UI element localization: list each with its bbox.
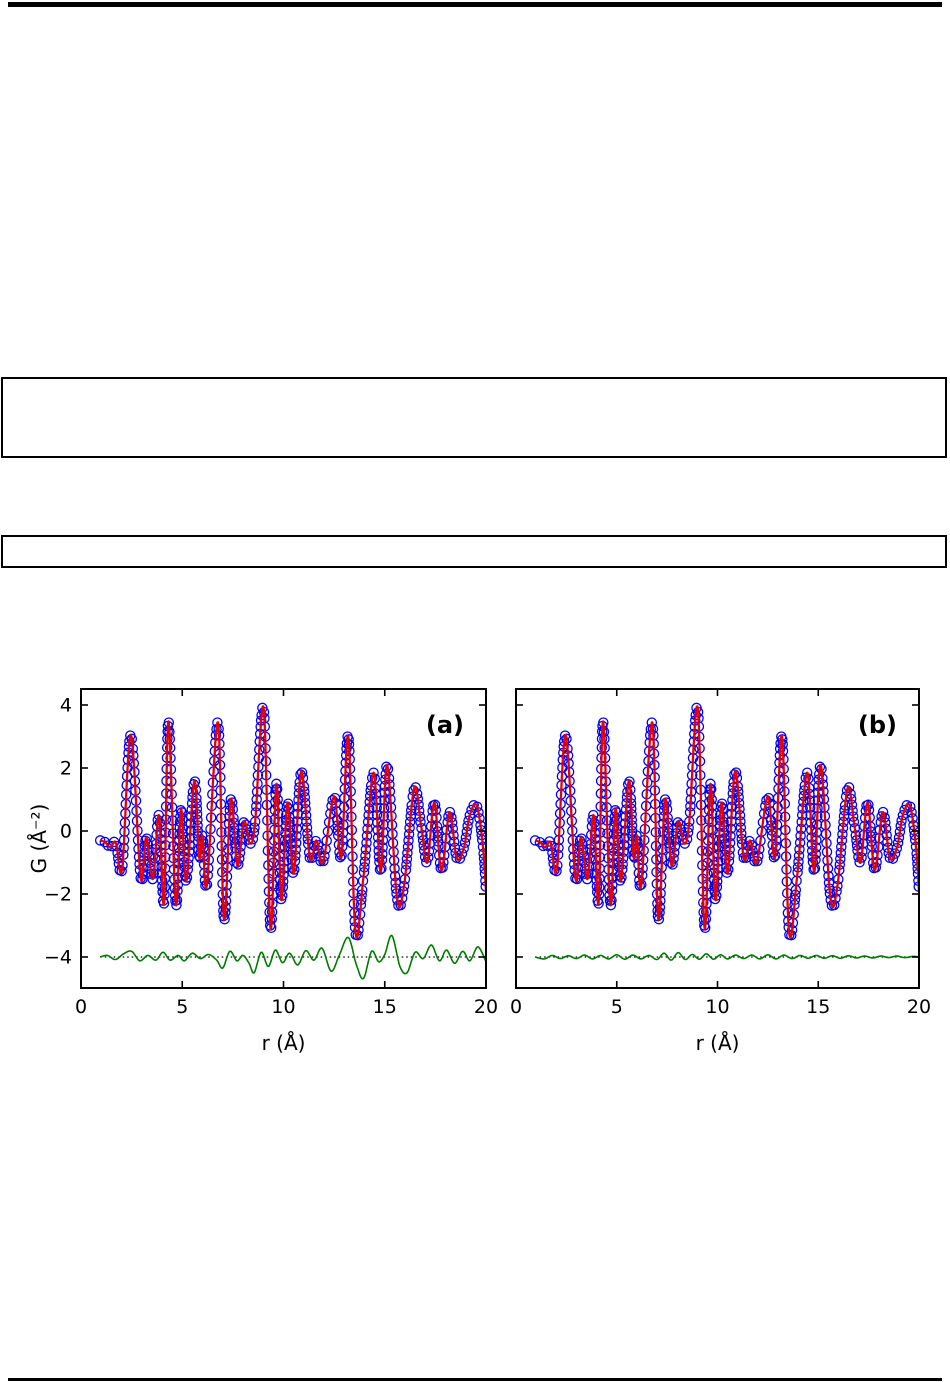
y-tick-label: 2	[60, 758, 72, 780]
y-axis-label: G (Å⁻²)	[27, 804, 51, 874]
x-tick-label: 0	[510, 996, 522, 1018]
x-tick-label: 20	[474, 996, 498, 1018]
placeholder-box-1	[1, 377, 947, 458]
x-tick-label: 5	[176, 996, 188, 1018]
y-tick-label: 0	[60, 821, 72, 843]
y-tick-label: −4	[44, 947, 72, 969]
top-rule	[8, 2, 942, 7]
x-axis-label: r (Å)	[696, 1031, 740, 1055]
x-axis-label: r (Å)	[262, 1031, 306, 1055]
bottom-rule	[8, 1378, 942, 1381]
difference-curve	[99, 934, 485, 980]
figure-canvas: 0 5 10 15 20 −4 −2 0 2 4 (a) r (Å) G (Å⁻²) 0 5 10 15 20 (b…	[27, 688, 931, 1055]
x-tick-label: 20	[907, 996, 931, 1018]
pdf-fit-figure: 0 5 10 15 20 −4 −2 0 2 4 (a) r (Å) G (Å⁻²) 0 5 10 15 20 (b…	[0, 660, 950, 1080]
panel-label: (b)	[858, 711, 897, 739]
y-tick-label: 4	[60, 695, 72, 717]
x-tick-label: 5	[611, 996, 623, 1018]
calculated-fit-line	[534, 705, 918, 939]
calculated-fit-line	[99, 705, 485, 939]
x-tick-label: 0	[75, 996, 87, 1018]
x-tick-label: 15	[373, 996, 397, 1018]
panel-label: (a)	[426, 711, 464, 739]
panel-a: 0 5 10 15 20 −4 −2 0 2 4 (a) r (Å) G (Å⁻²)	[27, 688, 498, 1055]
x-tick-label: 10	[271, 996, 295, 1018]
placeholder-box-2	[1, 535, 947, 568]
panel-b: 0 5 10 15 20 (b) r (Å)	[510, 688, 931, 1055]
difference-curve	[534, 951, 918, 961]
x-tick-label: 15	[806, 996, 830, 1018]
y-tick-label: −2	[44, 884, 72, 906]
x-tick-label: 10	[705, 996, 729, 1018]
